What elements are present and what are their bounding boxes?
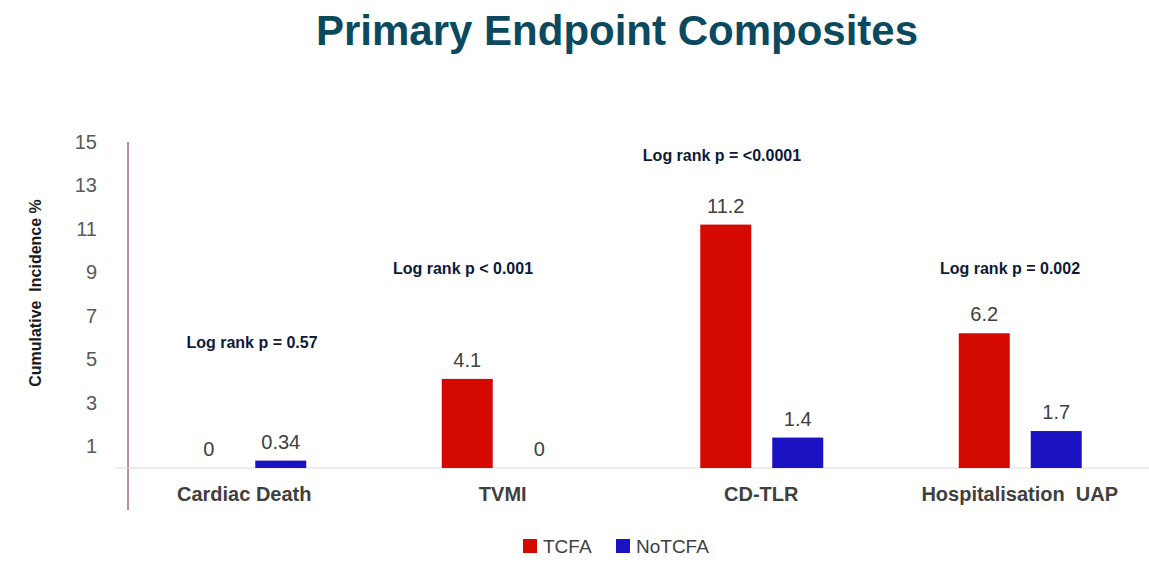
data-label: 6.2 <box>970 303 998 325</box>
bar <box>1031 431 1082 468</box>
data-label: 4.1 <box>453 349 481 371</box>
y-tick <box>124 228 128 229</box>
data-label: 0.34 <box>261 431 300 453</box>
bar <box>959 333 1010 468</box>
chart: Primary Endpoint Composites Cumulative In… <box>0 0 1149 565</box>
y-tick-label: 1 <box>86 435 97 457</box>
y-tick <box>124 185 128 186</box>
legend-swatch <box>523 539 537 553</box>
data-label: 1.7 <box>1042 401 1070 423</box>
bar <box>700 225 751 468</box>
y-axis-line <box>128 142 129 510</box>
y-tick <box>124 359 128 360</box>
annotation: Log rank p < 0.001 <box>393 260 533 277</box>
annotation: Log rank p = 0.57 <box>186 334 317 351</box>
bars <box>255 225 1082 468</box>
annotation: Log rank p = 0.002 <box>940 260 1080 277</box>
bar <box>514 468 565 469</box>
y-axis-label: Cumulative Incidence % <box>27 199 44 387</box>
y-tick-label: 11 <box>76 218 97 240</box>
bar <box>772 438 823 468</box>
y-tick-label: 5 <box>86 348 97 370</box>
data-label: 11.2 <box>707 195 744 217</box>
data-label: 0 <box>534 438 545 460</box>
legend-swatch <box>616 539 630 553</box>
legend-label: TCFA <box>543 536 592 557</box>
y-tick-label: 3 <box>86 392 97 414</box>
x-tick-label: Hospitalisation UAP <box>921 483 1118 505</box>
annotation: Log rank p = <0.0001 <box>643 147 801 164</box>
y-tick <box>124 446 128 447</box>
x-tick-label: CD-TLR <box>724 483 799 505</box>
legend-label: NoTCFA <box>636 536 709 557</box>
y-tick-label: 7 <box>86 305 97 327</box>
bar <box>183 468 234 469</box>
data-labels: 0 4.1 11.2 6.2 0.34 0 1.4 1.7 <box>203 195 1070 460</box>
y-tick <box>124 315 128 316</box>
y-tick <box>124 142 128 143</box>
bar <box>442 379 493 468</box>
x-tick-label: TVMI <box>479 483 527 505</box>
bar <box>255 461 306 468</box>
y-tick <box>124 402 128 403</box>
y-tick-label: 9 <box>86 261 97 283</box>
x-tick-label: Cardiac Death <box>177 483 312 505</box>
y-tick-label: 13 <box>75 174 97 196</box>
data-label: 0 <box>203 438 214 460</box>
y-tick <box>124 272 128 273</box>
y-tick-label: 15 <box>75 131 97 153</box>
title: Primary Endpoint Composites <box>316 7 918 54</box>
data-label: 1.4 <box>784 408 812 430</box>
